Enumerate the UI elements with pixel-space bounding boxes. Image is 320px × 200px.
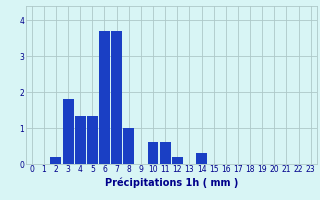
Bar bbox=[196, 153, 207, 164]
Bar bbox=[160, 142, 171, 164]
Bar bbox=[87, 116, 98, 164]
Bar bbox=[51, 157, 61, 164]
Bar bbox=[75, 116, 86, 164]
Bar bbox=[99, 31, 110, 164]
Bar bbox=[123, 128, 134, 164]
Bar bbox=[111, 31, 122, 164]
Bar bbox=[148, 142, 158, 164]
Bar bbox=[63, 99, 74, 164]
Bar bbox=[172, 157, 183, 164]
X-axis label: Précipitations 1h ( mm ): Précipitations 1h ( mm ) bbox=[105, 177, 238, 188]
